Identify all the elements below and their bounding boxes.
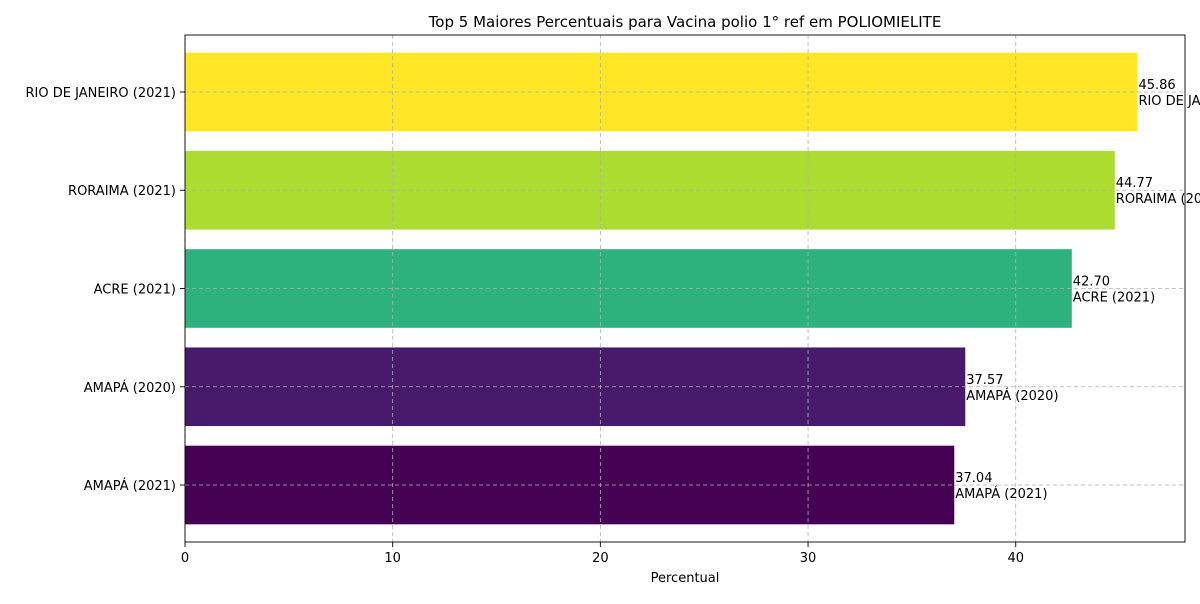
- value-label-1: 37.57: [966, 373, 1003, 388]
- category-data-label-3: RORAIMA (2021): [1116, 192, 1200, 207]
- y-tick-label-0: AMAPÁ (2021): [84, 478, 176, 494]
- x-axis-label: Percentual: [651, 571, 720, 586]
- axes: 0 10 20 30 40 AMAPÁ (2021) AMAPÁ (2020) ACRE (2…: [26, 34, 1186, 566]
- y-tick-label-1: AMAPÁ (2020): [84, 380, 176, 396]
- x-tick-label-2: 20: [592, 551, 609, 566]
- value-label-0: 37.04: [955, 471, 992, 486]
- x-tick-label-1: 10: [384, 551, 401, 566]
- category-data-label-4: RIO DE JANEIRO (2021): [1138, 94, 1200, 109]
- x-tick-label-3: 30: [800, 551, 817, 566]
- category-data-label-0: AMAPÁ (2021): [955, 486, 1047, 502]
- category-data-label-2: ACRE (2021): [1073, 291, 1155, 306]
- value-label-2: 42.70: [1073, 275, 1110, 290]
- grid-lines: [184, 35, 1185, 542]
- y-tick-label-4: RIO DE JANEIRO (2021): [26, 86, 176, 101]
- category-data-label-1: AMAPÁ (2020): [966, 388, 1058, 404]
- chart-title: Top 5 Maiores Percentuais para Vacina po…: [428, 13, 942, 31]
- x-tick-label-0: 0: [181, 551, 189, 566]
- value-label-4: 45.86: [1138, 78, 1175, 93]
- y-tick-label-3: RORAIMA (2021): [68, 184, 176, 199]
- y-tick-label-2: ACRE (2021): [94, 283, 176, 298]
- x-tick-label-4: 40: [1007, 551, 1024, 566]
- bar-1: [185, 347, 966, 427]
- value-label-3: 44.77: [1116, 176, 1153, 191]
